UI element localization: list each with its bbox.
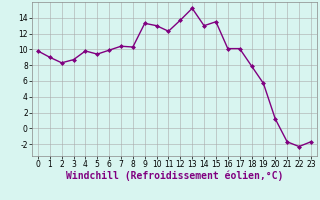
X-axis label: Windchill (Refroidissement éolien,°C): Windchill (Refroidissement éolien,°C): [66, 171, 283, 181]
